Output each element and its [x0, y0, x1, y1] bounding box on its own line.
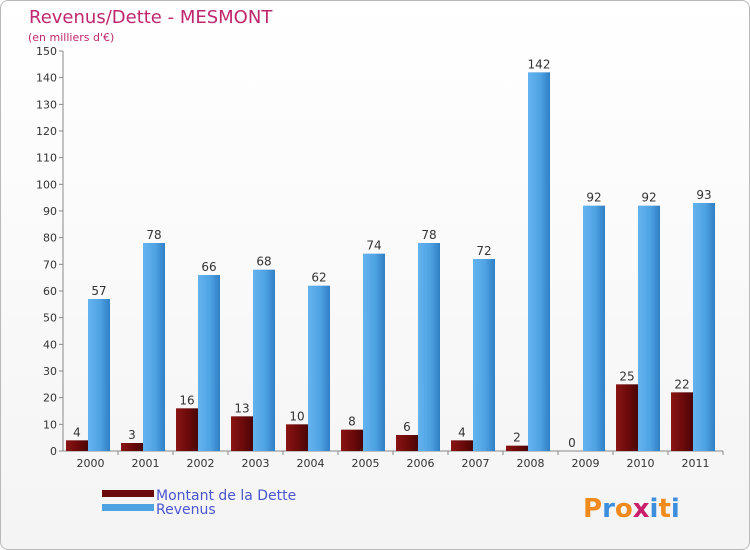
- data-label-revenus: 68: [256, 255, 271, 269]
- x-tick-label: 2010: [627, 457, 655, 470]
- logo-letter: x: [633, 494, 650, 524]
- data-label-dette: 25: [619, 369, 634, 383]
- data-label-dette: 8: [348, 415, 356, 429]
- bar-revenus: [638, 205, 660, 451]
- y-tick-label: 50: [43, 312, 57, 325]
- bar-revenus: [693, 203, 715, 451]
- y-tick-label: 20: [43, 392, 57, 405]
- data-label-dette: 4: [73, 425, 81, 439]
- x-tick-label: 2000: [77, 457, 105, 470]
- logo-letter: r: [602, 494, 615, 524]
- bar-revenus: [253, 269, 275, 451]
- bar-revenus: [308, 285, 330, 451]
- y-tick-label: 100: [36, 178, 57, 191]
- y-tick-label: 150: [36, 45, 57, 58]
- x-tick-label: 2007: [462, 457, 490, 470]
- legend-label-dette: Montant de la Dette: [156, 488, 296, 504]
- y-tick-label: 130: [36, 98, 57, 111]
- bar-dette: [66, 440, 88, 451]
- data-label-revenus: 57: [91, 284, 106, 298]
- data-label-dette: 3: [128, 428, 136, 442]
- data-label-revenus: 62: [311, 271, 326, 285]
- data-label-revenus: 78: [421, 228, 436, 242]
- bar-revenus: [473, 259, 495, 451]
- data-label-revenus: 92: [586, 191, 601, 205]
- data-label-revenus: 93: [696, 188, 711, 202]
- data-label-dette: 22: [674, 377, 689, 391]
- bar-dette: [231, 416, 253, 451]
- data-label-revenus: 78: [146, 228, 161, 242]
- bar-dette: [451, 440, 473, 451]
- y-tick-label: 90: [43, 205, 57, 218]
- data-label-revenus: 92: [641, 191, 656, 205]
- legend-label-revenus: Revenus: [156, 502, 216, 518]
- y-tick-label: 70: [43, 258, 57, 271]
- x-tick-label: 2003: [242, 457, 270, 470]
- bar-revenus: [418, 243, 440, 451]
- logo-letter: P: [583, 494, 602, 524]
- bar-dette: [286, 424, 308, 451]
- y-tick-label: 40: [43, 338, 57, 351]
- x-tick-label: 2006: [407, 457, 435, 470]
- bar-revenus: [363, 253, 385, 451]
- y-tick-label: 60: [43, 285, 57, 298]
- bar-revenus: [528, 72, 550, 451]
- x-tick-label: 2009: [572, 457, 600, 470]
- y-tick-label: 120: [36, 125, 57, 138]
- legend-swatch-dette: [102, 490, 154, 497]
- x-tick-label: 2001: [132, 457, 160, 470]
- y-tick-label: 30: [43, 365, 57, 378]
- bar-dette: [506, 445, 528, 451]
- y-tick-label: 140: [36, 72, 57, 85]
- x-tick-label: 2005: [352, 457, 380, 470]
- data-label-revenus: 72: [476, 244, 491, 258]
- bar-dette: [396, 435, 418, 451]
- chart-title: Revenus/Dette - MESMONT: [29, 7, 273, 28]
- logo-letter: o: [615, 494, 633, 524]
- bar-dette: [121, 443, 143, 451]
- bar-dette: [616, 384, 638, 451]
- bar-dette: [176, 408, 198, 451]
- data-label-revenus: 66: [201, 260, 216, 274]
- x-tick-label: 2004: [297, 457, 325, 470]
- y-tick-label: 0: [50, 445, 57, 458]
- logo-letter: i: [650, 494, 659, 524]
- y-tick-label: 80: [43, 232, 57, 245]
- data-label-dette: 4: [458, 425, 466, 439]
- y-tick-label: 10: [43, 418, 57, 431]
- data-label-dette: 0: [568, 436, 576, 450]
- x-tick-label: 2008: [517, 457, 545, 470]
- data-label-revenus: 142: [528, 57, 551, 71]
- data-label-dette: 10: [289, 409, 304, 423]
- data-label-dette: 16: [179, 393, 194, 407]
- bar-revenus: [143, 243, 165, 451]
- legend-swatch-revenus: [102, 504, 154, 511]
- bar-revenus: [88, 299, 110, 451]
- logo-letter: i: [671, 494, 680, 524]
- bar-dette: [671, 392, 693, 451]
- bar-revenus: [583, 205, 605, 451]
- proxiti-logo: Proxiti: [583, 494, 680, 524]
- y-tick-label: 110: [36, 152, 57, 165]
- data-label-dette: 2: [513, 431, 521, 445]
- x-tick-label: 2011: [682, 457, 710, 470]
- logo-letter: t: [658, 494, 670, 524]
- x-tick-label: 2002: [187, 457, 215, 470]
- data-label-dette: 13: [234, 401, 249, 415]
- data-label-dette: 6: [403, 420, 411, 434]
- data-label-revenus: 74: [366, 239, 381, 253]
- bar-dette: [341, 429, 363, 451]
- bar-revenus: [198, 275, 220, 451]
- chart-subtitle: (en milliers d'€): [28, 31, 114, 44]
